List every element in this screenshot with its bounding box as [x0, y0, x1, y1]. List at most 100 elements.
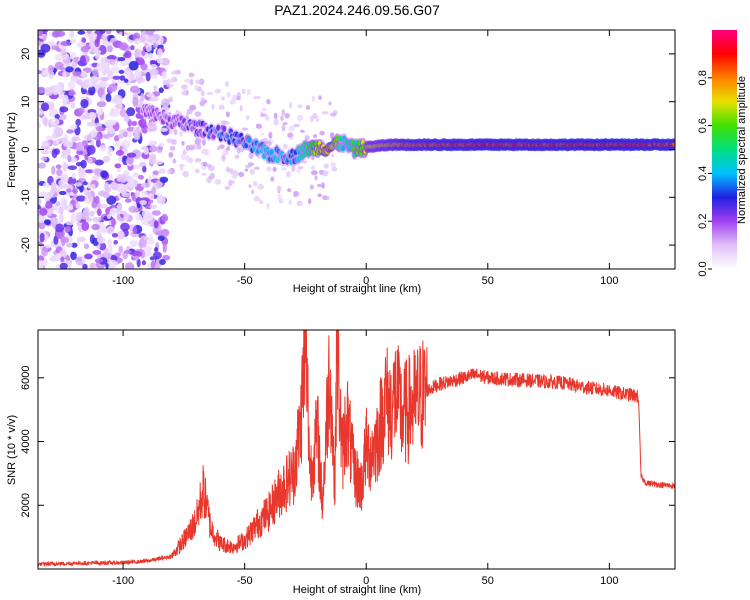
colorbar-label: Normalized spectral amplitude	[736, 76, 748, 224]
scatter-blob	[330, 153, 335, 158]
scatter-blob	[209, 172, 215, 180]
snr-y-ticks: 2000 4000 6000	[20, 366, 675, 518]
scatter-blob	[168, 151, 174, 158]
scatter-blob	[195, 79, 201, 85]
noise-blob	[78, 168, 86, 179]
scatter-blob	[222, 150, 229, 156]
scatter-blob	[225, 111, 230, 118]
scatter-blob	[234, 154, 240, 159]
y-tick-label: -10	[20, 189, 32, 205]
noise-blob	[66, 188, 72, 193]
scatter-blob	[202, 161, 208, 167]
noise-blob	[60, 40, 71, 47]
noise-blob	[43, 118, 48, 127]
y-tick-label: 10	[20, 96, 32, 108]
noise-blob	[89, 210, 95, 217]
noise-blob	[143, 211, 154, 222]
spectrogram-y-axis-label: Frequency (Hz)	[6, 112, 18, 188]
noise-blob	[38, 40, 42, 46]
spectrogram-y-ticks: -20 -10 0 10 20	[20, 48, 675, 253]
colorbar-ticks: 0.0 0.2 0.4 0.6 0.8	[697, 70, 712, 277]
noise-blob	[55, 164, 62, 170]
noise-blob	[96, 208, 102, 217]
noise-blob	[80, 211, 90, 220]
scatter-blob	[288, 199, 293, 205]
noise-blob	[105, 186, 112, 193]
noise-blob	[134, 48, 143, 59]
noise-blob	[100, 76, 109, 82]
noise-blob	[123, 211, 129, 221]
noise-blob	[87, 191, 92, 199]
noise-blob	[125, 182, 136, 188]
noise-blob	[80, 159, 87, 169]
noise-blob	[136, 202, 141, 209]
noise-blob	[94, 159, 104, 166]
noise-blob	[94, 38, 100, 48]
noise-blob	[70, 124, 78, 130]
noise-blob	[139, 200, 147, 206]
noise-blob	[83, 243, 90, 250]
noise-blob	[128, 60, 139, 71]
noise-blob	[45, 201, 53, 209]
colorbar: 0.0 0.2 0.4 0.6 0.8 Normalized spectral ampl…	[697, 30, 748, 277]
noise-blob	[38, 162, 46, 169]
noise-blob	[111, 79, 116, 85]
scatter-blob	[167, 168, 172, 175]
noise-blob	[161, 71, 168, 80]
noise-blob	[108, 111, 116, 117]
noise-blob	[100, 170, 109, 179]
scatter-blob	[179, 131, 183, 137]
noise-blob	[58, 190, 67, 196]
noise-blob	[75, 204, 82, 210]
scatter-blob	[291, 165, 296, 172]
noise-blob	[70, 251, 77, 261]
noise-blob	[76, 195, 86, 202]
noise-blob	[59, 114, 67, 121]
scatter-blob	[265, 115, 270, 121]
noise-blob	[74, 182, 83, 187]
scatter-blob	[219, 144, 225, 150]
noise-blob	[84, 154, 89, 161]
scatter-blob	[239, 105, 243, 112]
noise-blob	[88, 112, 96, 121]
scatter-blob	[305, 105, 311, 111]
noise-blob	[123, 249, 132, 254]
noise-blob	[38, 86, 46, 94]
noise-blob	[162, 254, 171, 261]
noise-blob	[159, 127, 168, 132]
snr-x-axis-label: Height of straight line (km)	[293, 584, 421, 596]
noise-blob	[143, 245, 153, 254]
noise-blob	[70, 102, 76, 109]
noise-blob	[67, 155, 72, 163]
scatter-blob	[304, 134, 310, 141]
scatter-blob	[281, 167, 287, 171]
scatter-blob	[194, 168, 200, 174]
noise-blob	[153, 220, 159, 229]
noise-blob	[59, 213, 64, 224]
noise-blob	[86, 144, 96, 155]
noise-blob	[118, 42, 128, 51]
noise-blob	[89, 262, 96, 269]
noise-blob	[55, 83, 65, 93]
noise-blob	[140, 182, 151, 188]
scatter-blob	[282, 143, 288, 150]
noise-blob	[40, 102, 50, 112]
scatter-blob	[266, 203, 270, 209]
scatter-blob	[246, 88, 251, 96]
noise-blob	[62, 98, 67, 108]
noise-blob	[108, 119, 117, 126]
noise-blob	[153, 85, 158, 91]
scatter-blob	[288, 101, 293, 109]
noise-blob	[119, 75, 126, 81]
noise-blob	[154, 246, 159, 253]
scatter-blob	[251, 189, 255, 195]
noise-blob	[155, 160, 163, 165]
noise-blob	[47, 64, 54, 73]
noise-blob	[88, 39, 96, 49]
noise-blob	[64, 225, 72, 233]
noise-blob	[75, 118, 82, 127]
scatter-blob	[182, 170, 189, 178]
noise-blob	[60, 173, 69, 184]
scatter-blob	[189, 78, 194, 86]
